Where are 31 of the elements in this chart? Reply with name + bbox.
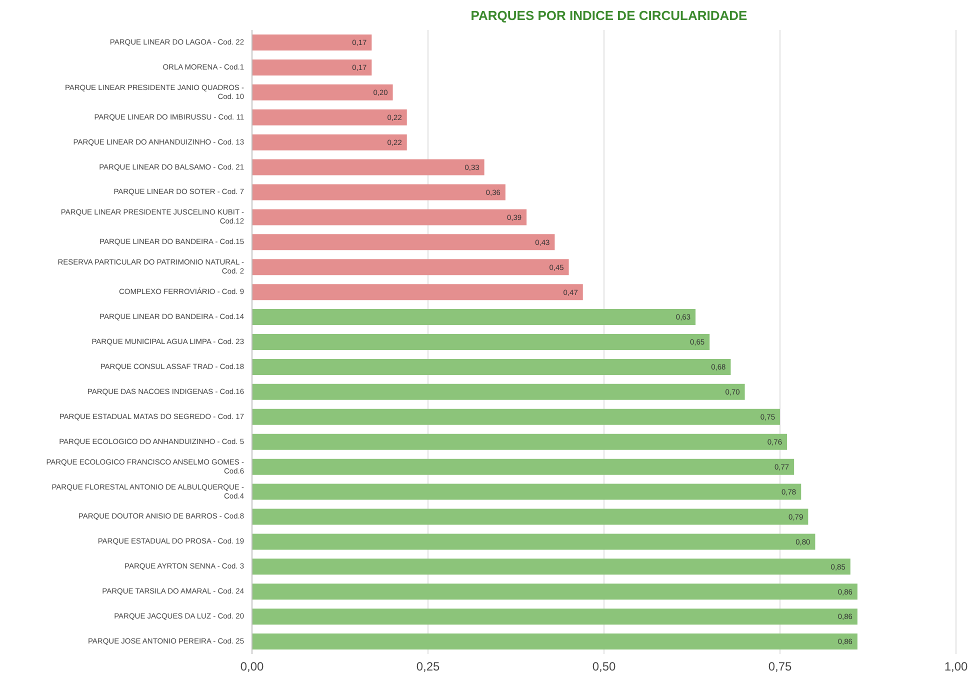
bar [252,284,583,300]
x-tick-label: 0,50 [592,660,616,674]
bar [252,309,696,326]
bar [252,358,731,375]
bar [252,434,788,450]
bar [252,634,858,650]
bar [252,584,858,600]
chart-title: PARQUES POR INDICE DE CIRCULARIDADE [470,8,748,25]
bar [252,259,569,276]
bar [252,59,372,76]
x-tick-label: 0,00 [240,660,264,674]
bar [252,458,794,475]
bar [252,34,372,50]
bar [252,508,808,525]
bar [252,334,710,350]
x-tick-label: 1,00 [944,660,968,674]
bar [252,234,555,250]
bar [252,608,858,625]
bar [252,134,407,150]
bar [252,484,802,500]
bar [252,184,506,200]
bar [252,109,407,126]
bar [252,384,745,400]
bar [252,558,850,575]
x-tick-label: 0,75 [768,660,792,674]
bar [252,84,393,100]
bar [252,408,780,425]
bar [252,209,527,226]
x-tick-label: 0,25 [416,660,440,674]
bar [252,534,816,550]
bar [252,159,484,176]
